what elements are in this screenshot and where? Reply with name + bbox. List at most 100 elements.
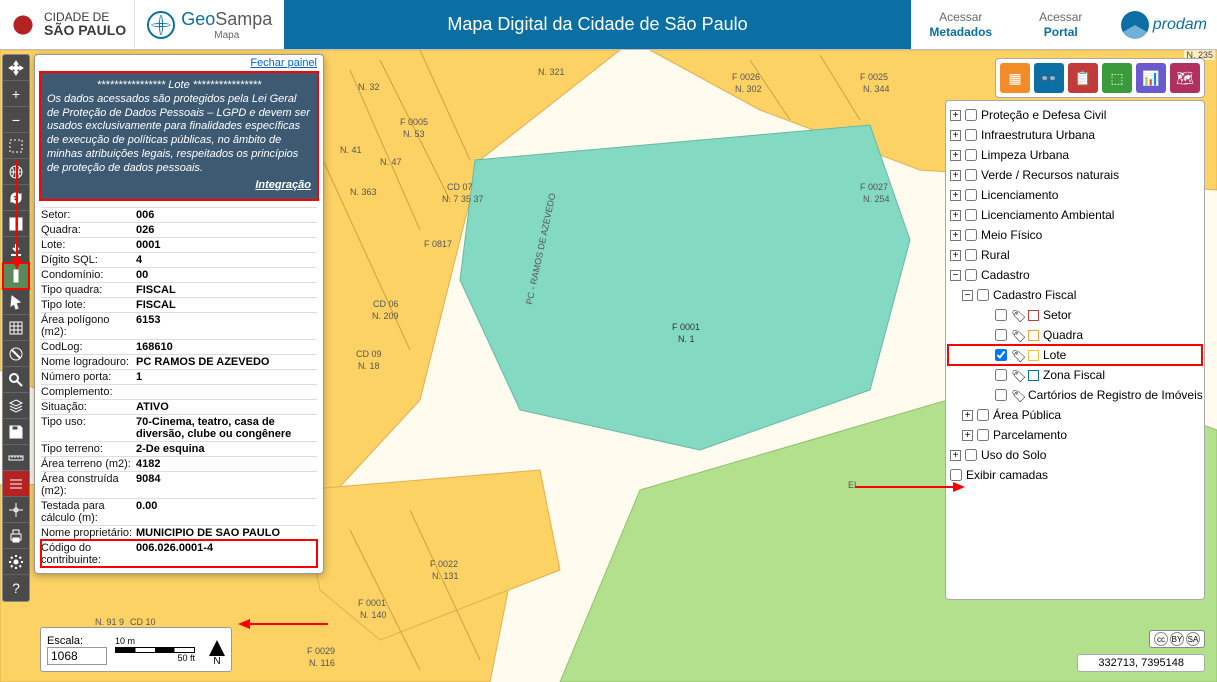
tree-toggle[interactable]: + [950, 150, 961, 161]
layer-item[interactable]: +Licenciamento [948, 185, 1202, 205]
quick-button-1[interactable]: 👓 [1034, 63, 1064, 93]
tool-save[interactable] [3, 419, 29, 445]
lot-label: F 0817 [424, 239, 452, 249]
tree-toggle[interactable]: + [950, 450, 961, 461]
info-row: Lote:0001 [41, 237, 317, 252]
layer-item[interactable]: +Infraestrutura Urbana [948, 125, 1202, 145]
logo-prodam[interactable]: prodam [1111, 11, 1217, 39]
link-metadados[interactable]: Acessar Metadados [911, 10, 1011, 39]
layer-checkbox[interactable] [995, 369, 1007, 381]
lot-label: F 0001 [358, 598, 386, 608]
layer-item[interactable]: +Limpeza Urbana [948, 145, 1202, 165]
quick-button-0[interactable]: ▦ [1000, 63, 1030, 93]
layer-checkbox[interactable] [965, 109, 977, 121]
lgpd-link[interactable]: Integração [47, 179, 311, 193]
layer-label: Cartórios de Registro de Imóveis [1028, 388, 1203, 402]
tree-toggle[interactable]: + [950, 110, 961, 121]
layer-checkbox[interactable] [965, 129, 977, 141]
layer-item[interactable]: +Licenciamento Ambiental [948, 205, 1202, 225]
layer-item[interactable]: 🏷Zona Fiscal [948, 365, 1202, 385]
quick-button-4[interactable]: 📊 [1136, 63, 1166, 93]
layer-item[interactable]: 🏷Setor [948, 305, 1202, 325]
layer-item[interactable]: 🏷Lote [948, 345, 1202, 365]
layer-item[interactable]: 🏷Cartórios de Registro de Imóveis [948, 385, 1202, 405]
layer-checkbox[interactable] [995, 329, 1007, 341]
info-panel: Fechar painel **************** Lote ****… [34, 54, 324, 574]
layer-checkbox[interactable] [977, 289, 989, 301]
tree-toggle[interactable]: + [950, 170, 961, 181]
layer-label: Uso do Solo [981, 448, 1046, 462]
layer-checkbox[interactable] [965, 229, 977, 241]
info-row: Área terreno (m2):4182 [41, 456, 317, 471]
geosampa-text: GeoSampa [181, 9, 272, 30]
layer-item[interactable]: +Proteção e Defesa Civil [948, 105, 1202, 125]
tree-toggle[interactable]: + [950, 190, 961, 201]
layer-item[interactable]: 🏷Quadra [948, 325, 1202, 345]
layer-checkbox[interactable] [965, 249, 977, 261]
layer-item[interactable]: +Área Pública [948, 405, 1202, 425]
layer-checkbox[interactable] [977, 429, 989, 441]
tool-print[interactable] [3, 523, 29, 549]
layer-label: Exibir camadas [966, 468, 1048, 482]
tool-zoom-out[interactable]: − [3, 107, 29, 133]
layer-color-icon [1028, 330, 1039, 341]
tree-toggle[interactable]: + [950, 130, 961, 141]
layer-item[interactable]: + Uso do Solo [948, 445, 1202, 465]
layer-checkbox[interactable] [965, 269, 977, 281]
info-row: Complemento: [41, 384, 317, 399]
layer-checkbox[interactable] [995, 309, 1007, 321]
tool-identify[interactable] [3, 289, 29, 315]
layer-checkbox[interactable] [965, 449, 977, 461]
layer-item[interactable]: −Cadastro [948, 265, 1202, 285]
layer-item[interactable]: +Rural [948, 245, 1202, 265]
tool-settings[interactable] [3, 549, 29, 575]
layer-panel[interactable]: +Proteção e Defesa Civil+Infraestrutura … [945, 100, 1205, 600]
quick-button-5[interactable]: 🗺 [1170, 63, 1200, 93]
tool-layers[interactable] [3, 393, 29, 419]
tool-clear[interactable] [3, 341, 29, 367]
layer-checkbox[interactable] [965, 149, 977, 161]
tag-icon: 🏷 [1011, 309, 1024, 322]
scale-input[interactable] [47, 647, 107, 665]
layer-item[interactable]: +Parcelamento [948, 425, 1202, 445]
tree-toggle[interactable]: − [962, 290, 973, 301]
tree-toggle[interactable]: + [950, 250, 961, 261]
tree-toggle[interactable]: + [962, 410, 973, 421]
quick-button-3[interactable]: ⬚ [1102, 63, 1132, 93]
tree-toggle[interactable]: + [950, 210, 961, 221]
tag-icon: 🏷 [1011, 369, 1024, 382]
tool-zoom-in[interactable]: + [3, 81, 29, 107]
tree-toggle[interactable]: + [962, 430, 973, 441]
layer-checkbox[interactable] [995, 389, 1007, 401]
tool-extent[interactable] [3, 133, 29, 159]
logo-geosampa[interactable]: GeoSampa Mapa [135, 9, 284, 41]
tree-toggle[interactable]: − [950, 270, 961, 281]
tool-grid[interactable] [3, 315, 29, 341]
tool-help[interactable]: ? [3, 575, 29, 601]
layer-item[interactable]: + Verde / Recursos naturais [948, 165, 1202, 185]
tool-coords[interactable] [3, 497, 29, 523]
layer-checkbox[interactable] [995, 349, 1007, 361]
layer-item[interactable]: +Meio Físico [948, 225, 1202, 245]
layer-item[interactable]: −Cadastro Fiscal [948, 285, 1202, 305]
tool-search[interactable] [3, 367, 29, 393]
link-portal[interactable]: Acessar Portal [1011, 10, 1111, 39]
layer-checkbox[interactable] [965, 189, 977, 201]
layer-item[interactable]: Exibir camadas [948, 465, 1202, 485]
layer-label: Verde / Recursos naturais [981, 168, 1119, 182]
close-panel-link[interactable]: Fechar painel [35, 55, 323, 71]
tool-measure[interactable] [3, 445, 29, 471]
logo-city[interactable]: CIDADE DE SÃO PAULO [0, 0, 135, 49]
lot-label: N. 1 [678, 334, 695, 344]
layer-checkbox[interactable] [965, 169, 977, 181]
tool-pan[interactable] [3, 55, 29, 81]
annotation-arrow-codigo [238, 617, 328, 635]
layer-checkbox[interactable] [977, 409, 989, 421]
license-badge[interactable]: ccBYSA [1149, 630, 1205, 648]
tool-streetview[interactable] [3, 471, 29, 497]
lot-label: N. 321 [538, 67, 565, 77]
lot-label: F 0001 [672, 322, 700, 332]
tree-toggle[interactable]: + [950, 230, 961, 241]
layer-checkbox[interactable] [965, 209, 977, 221]
quick-button-2[interactable]: 📋 [1068, 63, 1098, 93]
